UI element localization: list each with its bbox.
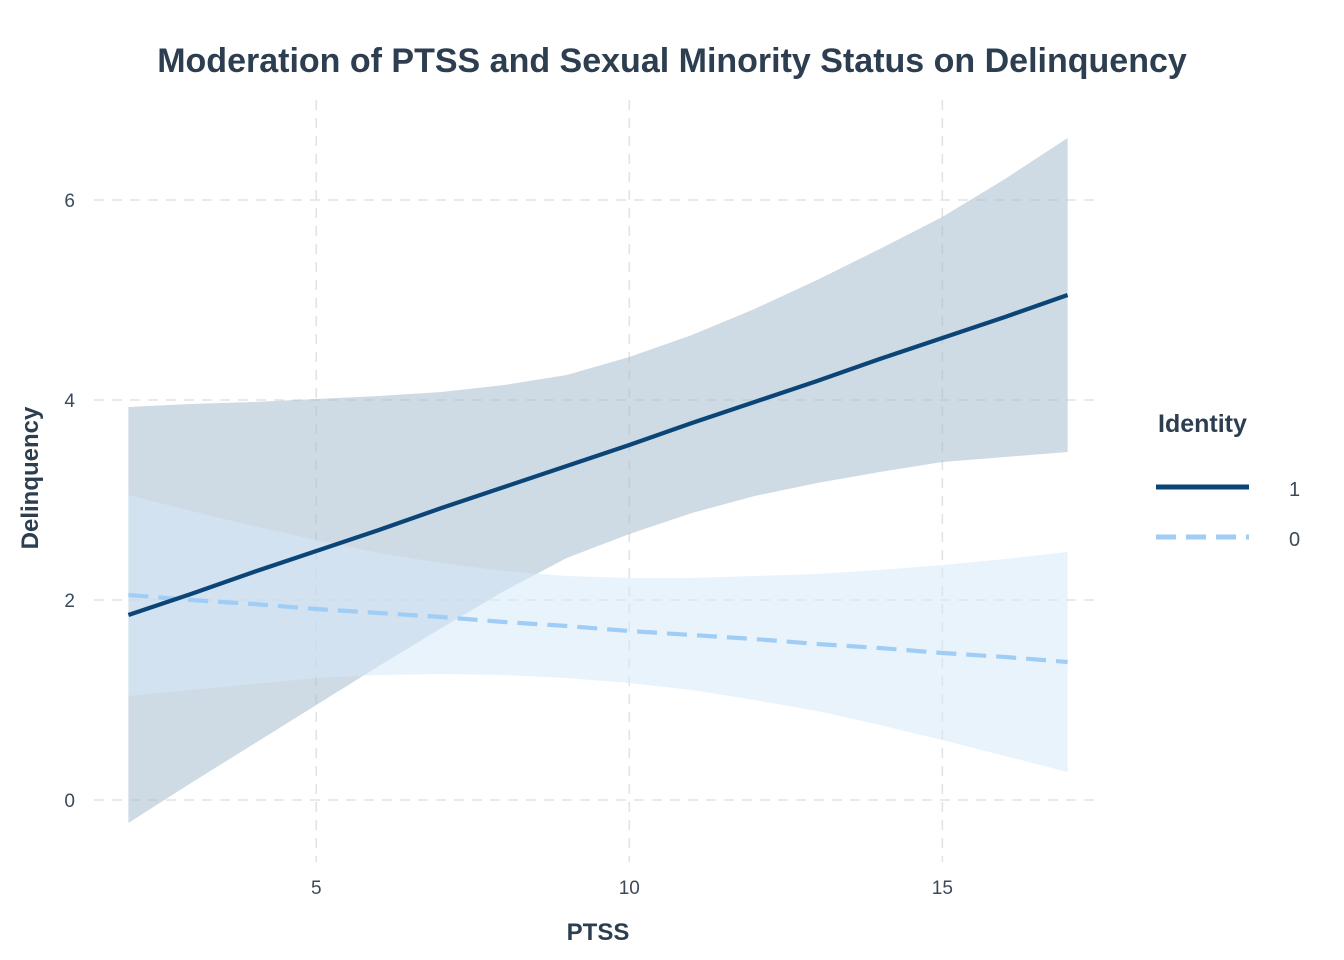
legend-label-1: 1	[1289, 479, 1300, 501]
x-tick-label-15: 15	[932, 878, 953, 899]
chart-title: Moderation of PTSS and Sexual Minority S…	[157, 42, 1187, 80]
fit-line-identity-1	[127, 293, 1069, 617]
y-tick-label-2: 2	[64, 591, 75, 612]
y-tick-label-6: 6	[64, 191, 75, 212]
x-tick-label-10: 10	[619, 878, 640, 899]
confidence-ribbon-identity-0	[128, 495, 1068, 772]
y-axis-ticks: 0 2 4 6	[64, 191, 75, 812]
x-tick-label-5: 5	[311, 878, 322, 899]
confidence-ribbons	[128, 138, 1068, 823]
legend-label-0: 0	[1289, 529, 1300, 551]
fit-lines	[127, 293, 1069, 665]
fit-line-identity-0	[128, 592, 1068, 665]
x-axis-title: PTSS	[567, 919, 630, 946]
x-axis-ticks: 5 10 15	[311, 878, 953, 899]
legend: Identity 1 0	[1156, 410, 1300, 551]
y-tick-label-0: 0	[64, 791, 75, 812]
legend-item-0: 0	[1156, 529, 1300, 551]
legend-item-1: 1	[1156, 479, 1300, 501]
y-tick-label-4: 4	[64, 391, 75, 412]
y-axis-title: Delinquency	[17, 406, 44, 549]
legend-title: Identity	[1158, 410, 1247, 438]
